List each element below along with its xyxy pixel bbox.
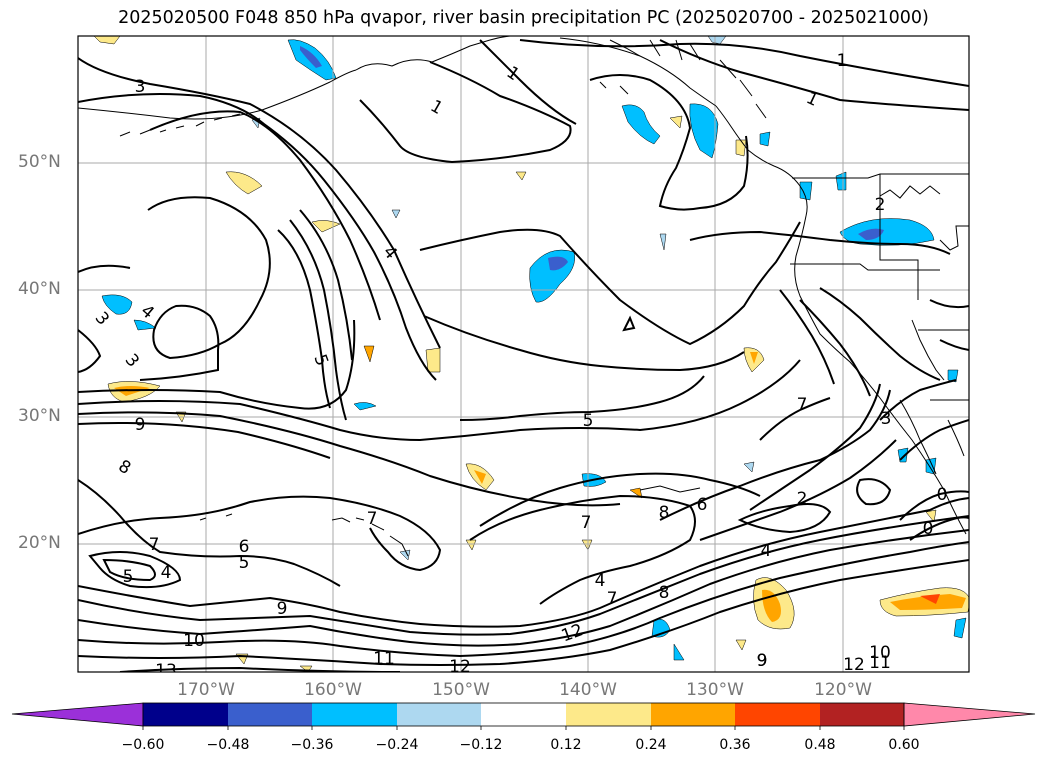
- contour-label: 8: [659, 503, 670, 523]
- contour-label: 0: [923, 519, 934, 539]
- contour-label: 8: [659, 583, 670, 603]
- contour-label: 5: [239, 553, 250, 573]
- plot-area: 3 1 1 1 1 2 4 4 3 3 5 9 8 5 7 3 7 8 6 2 …: [78, 36, 969, 681]
- colorbar-tick-label: −0.48: [206, 737, 250, 753]
- lon-label: 160°W: [304, 680, 362, 700]
- contour-label: 7: [367, 509, 378, 529]
- colorbar-tick-label: 0.24: [635, 737, 667, 753]
- lat-label: 40°N: [18, 279, 61, 299]
- contour-label: 10: [183, 631, 205, 651]
- contour-label: 9: [757, 651, 768, 671]
- colorbar-tick-label: 0.36: [719, 737, 751, 753]
- contour-label: 10: [869, 643, 891, 663]
- colorbar-bin: [397, 703, 481, 726]
- colorbar-bin: [481, 703, 566, 726]
- contour-label: 7: [581, 513, 592, 533]
- contour-label: 4: [761, 541, 772, 561]
- colorbar-tick-label: −0.24: [375, 737, 419, 753]
- contour-label: 5: [123, 567, 134, 587]
- colorbar-extend-low: [11, 702, 144, 727]
- contour-label: 2: [875, 195, 886, 215]
- colorbar-tick-label: 0.60: [888, 737, 920, 753]
- contour-label: 7: [607, 589, 618, 609]
- colorbar-bin: [228, 703, 312, 726]
- map-title: 2025020500 F048 850 hPa qvapor, river ba…: [118, 8, 929, 28]
- lat-label: 50°N: [18, 152, 61, 172]
- graticule: [78, 36, 969, 672]
- qvapor-contours: [78, 39, 969, 672]
- contour-label: 9: [135, 415, 146, 435]
- contour-label: 6: [239, 537, 250, 557]
- colorbar: [11, 702, 1036, 730]
- contour-label: 12: [843, 655, 865, 675]
- contour-label: 12: [449, 657, 471, 677]
- contour-label: 11: [373, 649, 395, 669]
- colorbar-bin: [143, 703, 228, 726]
- colorbar-tick-label: −0.36: [290, 737, 334, 753]
- lat-label: 30°N: [18, 406, 61, 426]
- colorbar-tick-label: −0.60: [121, 737, 165, 753]
- contour-label: 7: [797, 395, 808, 415]
- contour-label: 11: [869, 653, 891, 673]
- lon-label: 170°W: [177, 680, 235, 700]
- contour-label: 3: [135, 77, 146, 97]
- colorbar-extend-high: [903, 702, 1036, 727]
- contour-label: 13: [155, 661, 177, 681]
- lon-label: 130°W: [686, 680, 744, 700]
- lon-label: 120°W: [814, 680, 872, 700]
- shaded-anomalies: [93, 36, 969, 672]
- contour-label: 4: [161, 563, 172, 583]
- colorbar-tick-label: 0.12: [550, 737, 582, 753]
- contour-label: 5: [583, 411, 594, 431]
- plot-frame: [77, 35, 970, 673]
- colorbar-bin: [566, 703, 651, 726]
- lon-label: 150°W: [432, 680, 490, 700]
- contour-label: 9: [757, 651, 768, 671]
- contour-label: 6: [697, 495, 708, 515]
- coastlines: [78, 36, 969, 557]
- lon-label: 140°W: [559, 680, 617, 700]
- contour-label: 0: [937, 485, 948, 505]
- contour-label: 2: [797, 489, 808, 509]
- colorbar-tick-label: −0.12: [459, 737, 503, 753]
- contour-label: 9: [277, 599, 288, 619]
- colorbar-bin: [735, 703, 820, 726]
- contour-label: 4: [595, 571, 606, 591]
- colorbar-bin: [312, 703, 397, 726]
- colorbar-tick-label: 0.48: [804, 737, 836, 753]
- lat-label: 20°N: [18, 533, 61, 553]
- colorbar-bin: [820, 703, 904, 726]
- colorbar-bin: [651, 703, 735, 726]
- contour-label: 3: [881, 409, 892, 429]
- contour-label: 1: [837, 51, 848, 71]
- contour-label: 7: [149, 535, 160, 555]
